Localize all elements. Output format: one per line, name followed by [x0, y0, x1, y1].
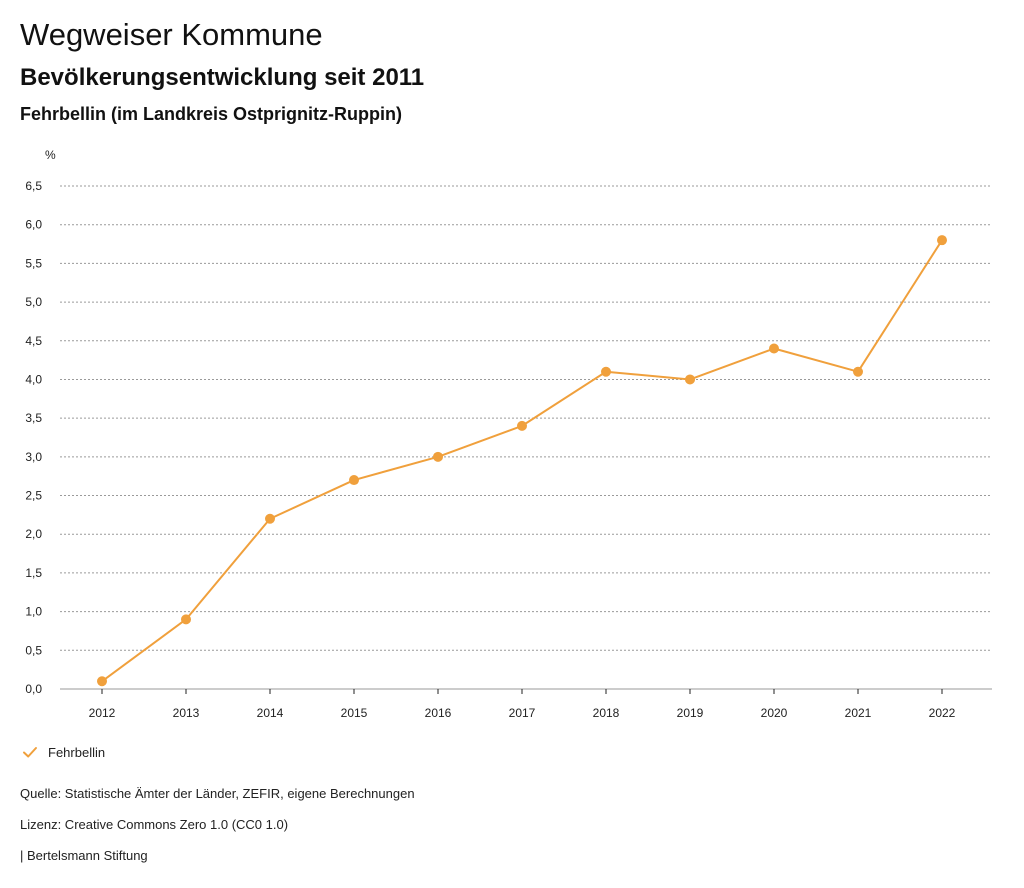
x-tick-label: 2015	[341, 706, 368, 720]
y-tick-label: 3,0	[25, 450, 42, 464]
x-tick-label: 2021	[845, 706, 872, 720]
y-tick-label: 2,0	[25, 527, 42, 541]
x-tick-label: 2013	[173, 706, 200, 720]
y-tick-label: 6,5	[25, 179, 42, 193]
x-tick-label: 2022	[929, 706, 956, 720]
data-point	[685, 374, 695, 385]
data-point	[601, 366, 611, 377]
chart-title: Wegweiser Kommune	[20, 17, 323, 52]
x-tick-label: 2016	[425, 706, 452, 720]
data-point	[769, 343, 779, 354]
data-point	[517, 420, 527, 431]
y-tick-label: 1,0	[25, 605, 42, 619]
data-point	[265, 513, 275, 524]
y-axis-unit-label: %	[45, 148, 56, 162]
data-point	[97, 676, 107, 687]
x-tick-label: 2020	[761, 706, 788, 720]
region-label: Fehrbellin (im Landkreis Ostprignitz-Rup…	[20, 104, 403, 124]
data-point	[853, 366, 863, 377]
chart-subtitle: Bevölkerungsentwicklung seit 2011	[20, 64, 425, 91]
y-tick-label: 3,5	[25, 411, 42, 425]
y-tick-label: 2,5	[25, 489, 42, 503]
data-point	[433, 451, 443, 462]
x-tick-label: 2014	[257, 706, 284, 720]
legend-label-fehrbellin: Fehrbellin	[48, 744, 106, 760]
source-note: Quelle: Statistische Ämter der Länder, Z…	[20, 786, 415, 801]
y-tick-label: 0,5	[25, 643, 42, 657]
data-point	[937, 235, 947, 246]
x-tick-label: 2018	[593, 706, 620, 720]
x-tick-label: 2017	[509, 706, 536, 720]
checkmark-icon	[23, 747, 37, 758]
organization-credit: | Bertelsmann Stiftung	[20, 848, 148, 863]
y-tick-label: 5,5	[25, 256, 42, 270]
x-tick-label: 2012	[89, 706, 116, 720]
legend[interactable]: Fehrbellin	[22, 744, 105, 760]
y-tick-label: 5,0	[25, 295, 42, 309]
y-tick-label: 1,5	[25, 566, 42, 580]
line-chart: % 0,0 0,5 1,0 1,5 2,0 2,5 3,0 3,5 4,0 4,5 5,0 5,5 6,0…	[25, 148, 992, 720]
x-tick-label: 2019	[677, 706, 704, 720]
y-tick-label: 4,5	[25, 334, 42, 348]
y-tick-label: 0,0	[25, 682, 42, 696]
data-point	[349, 475, 359, 486]
y-tick-label: 4,0	[25, 372, 42, 386]
series-line-fehrbellin	[101, 239, 943, 683]
license-note: Lizenz: Creative Commons Zero 1.0 (CC0 1…	[20, 817, 289, 832]
data-point	[181, 614, 191, 625]
y-tick-label: 6,0	[25, 218, 42, 232]
